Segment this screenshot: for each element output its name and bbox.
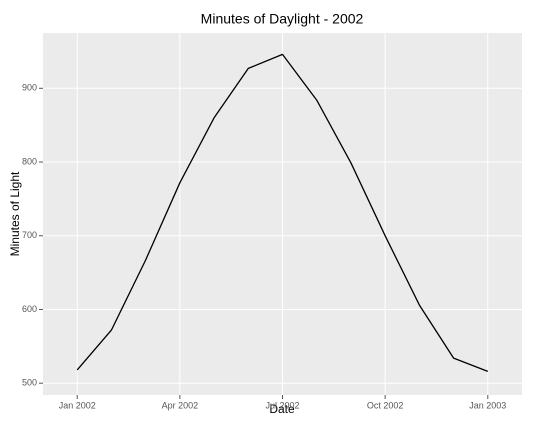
x-tick-label: Jan 2002 bbox=[59, 400, 96, 410]
line bbox=[76, 53, 489, 373]
y-tick-label: 900 bbox=[22, 83, 37, 93]
y-tick-label: 700 bbox=[22, 230, 37, 240]
y-tick-label: 800 bbox=[22, 156, 37, 166]
y-axis-title: Minutes of Light bbox=[8, 171, 22, 256]
y-tick-label: 500 bbox=[22, 378, 37, 388]
y-tick-label: 600 bbox=[22, 304, 37, 314]
x-tick-label: Oct 2002 bbox=[367, 400, 404, 410]
chart-title: Minutes of Daylight - 2002 bbox=[201, 11, 364, 27]
x-tick-label: Apr 2002 bbox=[162, 400, 199, 410]
x-tick-label: Jul 2002 bbox=[265, 400, 299, 410]
x-axis-title: Date bbox=[269, 402, 295, 416]
x-tick-label: Jan 2003 bbox=[469, 400, 506, 410]
